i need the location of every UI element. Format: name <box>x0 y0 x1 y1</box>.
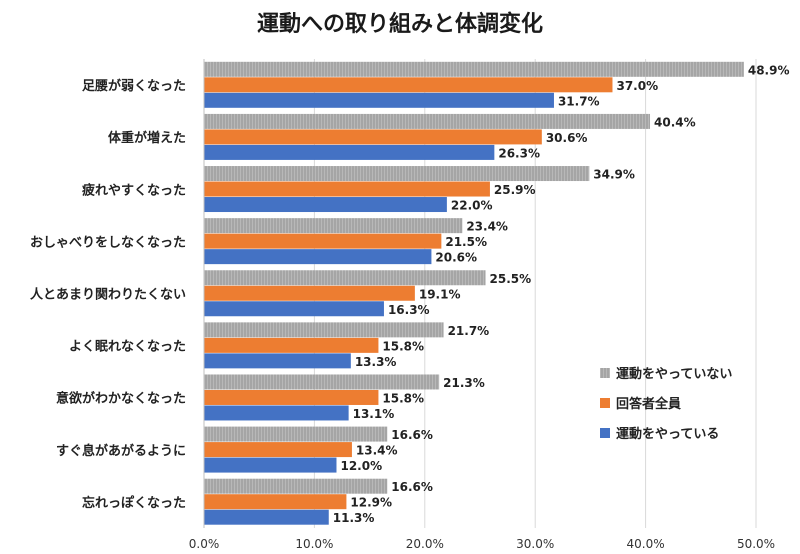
category-label: 人とあまり関わりたくない <box>30 287 186 303</box>
category-label: すぐ息があがるように <box>56 443 186 459</box>
data-label: 11.3% <box>333 511 375 525</box>
legend-swatch <box>600 398 610 408</box>
category-label: 忘れっぽくなった <box>82 495 186 511</box>
bar <box>204 374 440 390</box>
bar <box>204 301 384 317</box>
bar <box>204 249 432 265</box>
bar <box>204 509 329 525</box>
bar <box>204 270 486 286</box>
category-label: 疲れやすくなった <box>82 182 186 198</box>
data-label: 40.4% <box>654 115 696 129</box>
bar <box>204 113 651 129</box>
legend-label: 運動をやっている <box>616 426 719 442</box>
category-label: 意欲がわかなくなった <box>56 391 186 407</box>
data-label: 12.9% <box>350 496 392 510</box>
bar <box>204 197 447 213</box>
data-label: 22.0% <box>451 199 493 213</box>
legend-label: 運動をやっていない <box>616 366 732 382</box>
data-label: 13.3% <box>355 355 397 369</box>
data-label: 16.3% <box>388 303 430 317</box>
bar <box>204 478 388 494</box>
data-label: 13.4% <box>356 444 398 458</box>
data-label: 25.9% <box>494 183 536 197</box>
bar <box>204 285 415 301</box>
data-label: 48.9% <box>748 63 790 77</box>
bar <box>204 322 444 338</box>
x-tick-label: 10.0% <box>295 537 333 551</box>
x-tick-label: 40.0% <box>627 537 665 551</box>
data-label: 31.7% <box>558 94 600 108</box>
category-label: おしゃべりをしなくなった <box>30 235 186 250</box>
data-label: 15.8% <box>382 391 424 405</box>
data-label: 21.5% <box>445 235 487 249</box>
bar <box>204 61 744 77</box>
bar <box>204 426 388 442</box>
data-label: 21.3% <box>443 376 485 390</box>
legend-swatch <box>600 428 610 438</box>
chart-title: 運動への取り組みと体調変化 <box>256 12 543 37</box>
data-label: 15.8% <box>382 339 424 353</box>
bar <box>204 166 590 182</box>
bar <box>204 218 463 234</box>
x-tick-label: 30.0% <box>516 537 554 551</box>
data-label: 21.7% <box>448 324 490 338</box>
bar <box>204 181 490 197</box>
data-label: 34.9% <box>593 168 635 182</box>
data-label: 23.4% <box>466 220 508 234</box>
data-label: 30.6% <box>546 131 588 145</box>
x-tick-label: 0.0% <box>189 537 220 551</box>
data-label: 19.1% <box>419 287 461 301</box>
data-label: 26.3% <box>498 146 540 160</box>
bar <box>204 442 352 458</box>
data-label: 12.0% <box>340 459 382 473</box>
x-tick-label: 50.0% <box>737 537 775 551</box>
category-label: 足腰が弱くなった <box>82 78 186 94</box>
bar <box>204 233 442 249</box>
bar <box>204 129 542 145</box>
bar <box>204 92 554 108</box>
bar <box>204 77 613 93</box>
x-tick-label: 20.0% <box>406 537 444 551</box>
category-label: 体重が増えた <box>108 130 186 146</box>
bar <box>204 457 337 473</box>
category-label: よく眠れなくなった <box>69 340 186 355</box>
data-label: 16.6% <box>391 428 433 442</box>
legend-swatch <box>600 368 610 378</box>
bar <box>204 405 349 421</box>
bar <box>204 337 379 353</box>
legend-label: 回答者全員 <box>616 396 681 412</box>
bar <box>204 144 495 160</box>
bar <box>204 494 347 510</box>
data-label: 13.1% <box>353 407 395 421</box>
data-label: 16.6% <box>391 480 433 494</box>
bar <box>204 389 379 405</box>
bar <box>204 353 351 369</box>
data-label: 25.5% <box>490 272 532 286</box>
data-label: 37.0% <box>616 79 658 93</box>
data-label: 20.6% <box>435 251 477 265</box>
